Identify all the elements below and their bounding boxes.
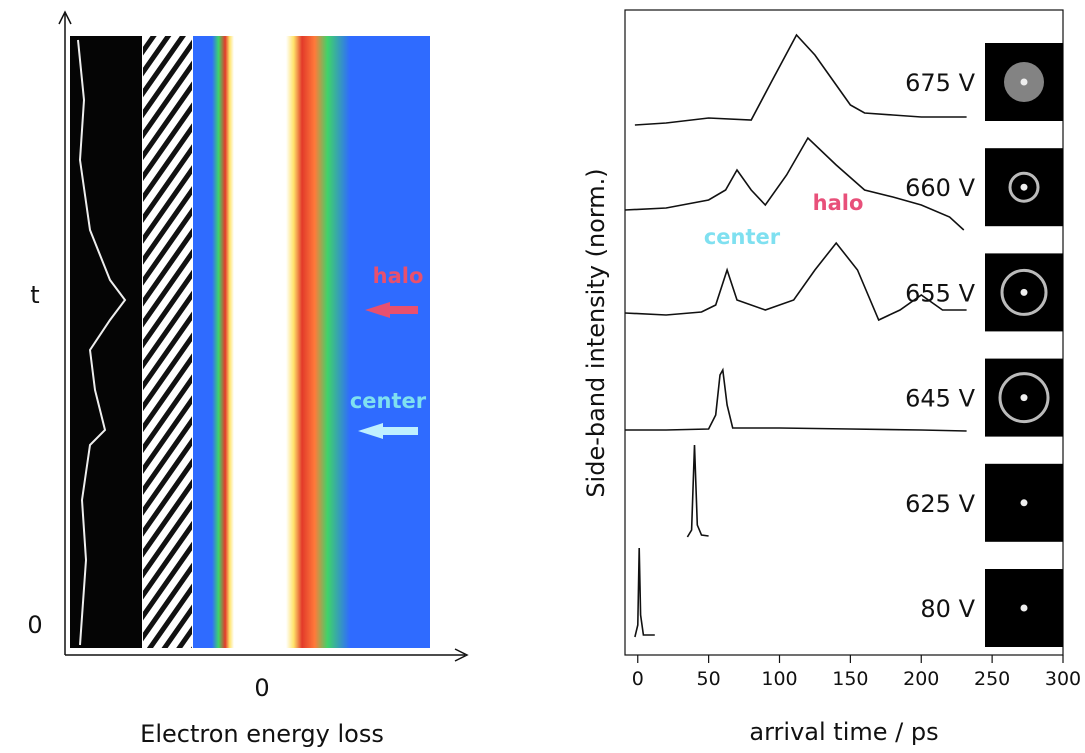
x-tick-label: 50 <box>697 668 721 690</box>
plot-frame <box>624 9 1064 656</box>
x-tick-label: 200 <box>903 668 939 690</box>
trace <box>625 367 967 432</box>
trace <box>634 33 967 126</box>
thumbnail-ring <box>1008 171 1040 203</box>
y-tick-label: 0 <box>27 611 42 639</box>
x-axis-label: arrival time / ps <box>749 718 938 746</box>
trace <box>634 547 655 638</box>
thumbnail-ring <box>998 372 1050 424</box>
arrows <box>358 302 418 439</box>
x-tick-label: 100 <box>761 668 797 690</box>
thumbnail-spot <box>1020 499 1028 507</box>
series-label: 625 V <box>905 490 975 518</box>
y-axis-label: t <box>30 281 39 309</box>
x-tick-label: 300 <box>1045 668 1081 690</box>
annotation: center <box>704 225 781 249</box>
thumbnail-spot <box>1020 394 1028 402</box>
x-tick-label: 0 <box>632 668 644 690</box>
series-label: 660 V <box>905 174 975 202</box>
trace <box>624 136 965 231</box>
x-axis-label: Electron energy loss <box>140 720 384 748</box>
thumbnail-spot <box>1020 604 1028 612</box>
thumbnail-spot <box>1020 183 1028 191</box>
series-label: 675 V <box>905 69 975 97</box>
x-tick-label: 250 <box>974 668 1010 690</box>
x-tick-label: 0 <box>254 674 269 702</box>
series-label: 645 V <box>905 385 975 413</box>
series-label: 655 V <box>905 279 975 307</box>
thumbnail-ring <box>1000 268 1048 316</box>
annotation: center <box>350 389 427 413</box>
annotation: halo <box>373 264 424 288</box>
trace <box>624 241 967 322</box>
annotation: halo <box>813 191 864 215</box>
y-axis-label: Side-band intensity (norm.) <box>582 168 610 497</box>
x-tick-label: 150 <box>832 668 868 690</box>
series-label: 80 V <box>920 595 975 623</box>
trace <box>686 444 709 538</box>
thumbnail-spot <box>1020 78 1028 86</box>
left-axes <box>58 10 469 662</box>
thumbnail-spot <box>1020 288 1028 296</box>
spectrogram <box>70 36 430 648</box>
